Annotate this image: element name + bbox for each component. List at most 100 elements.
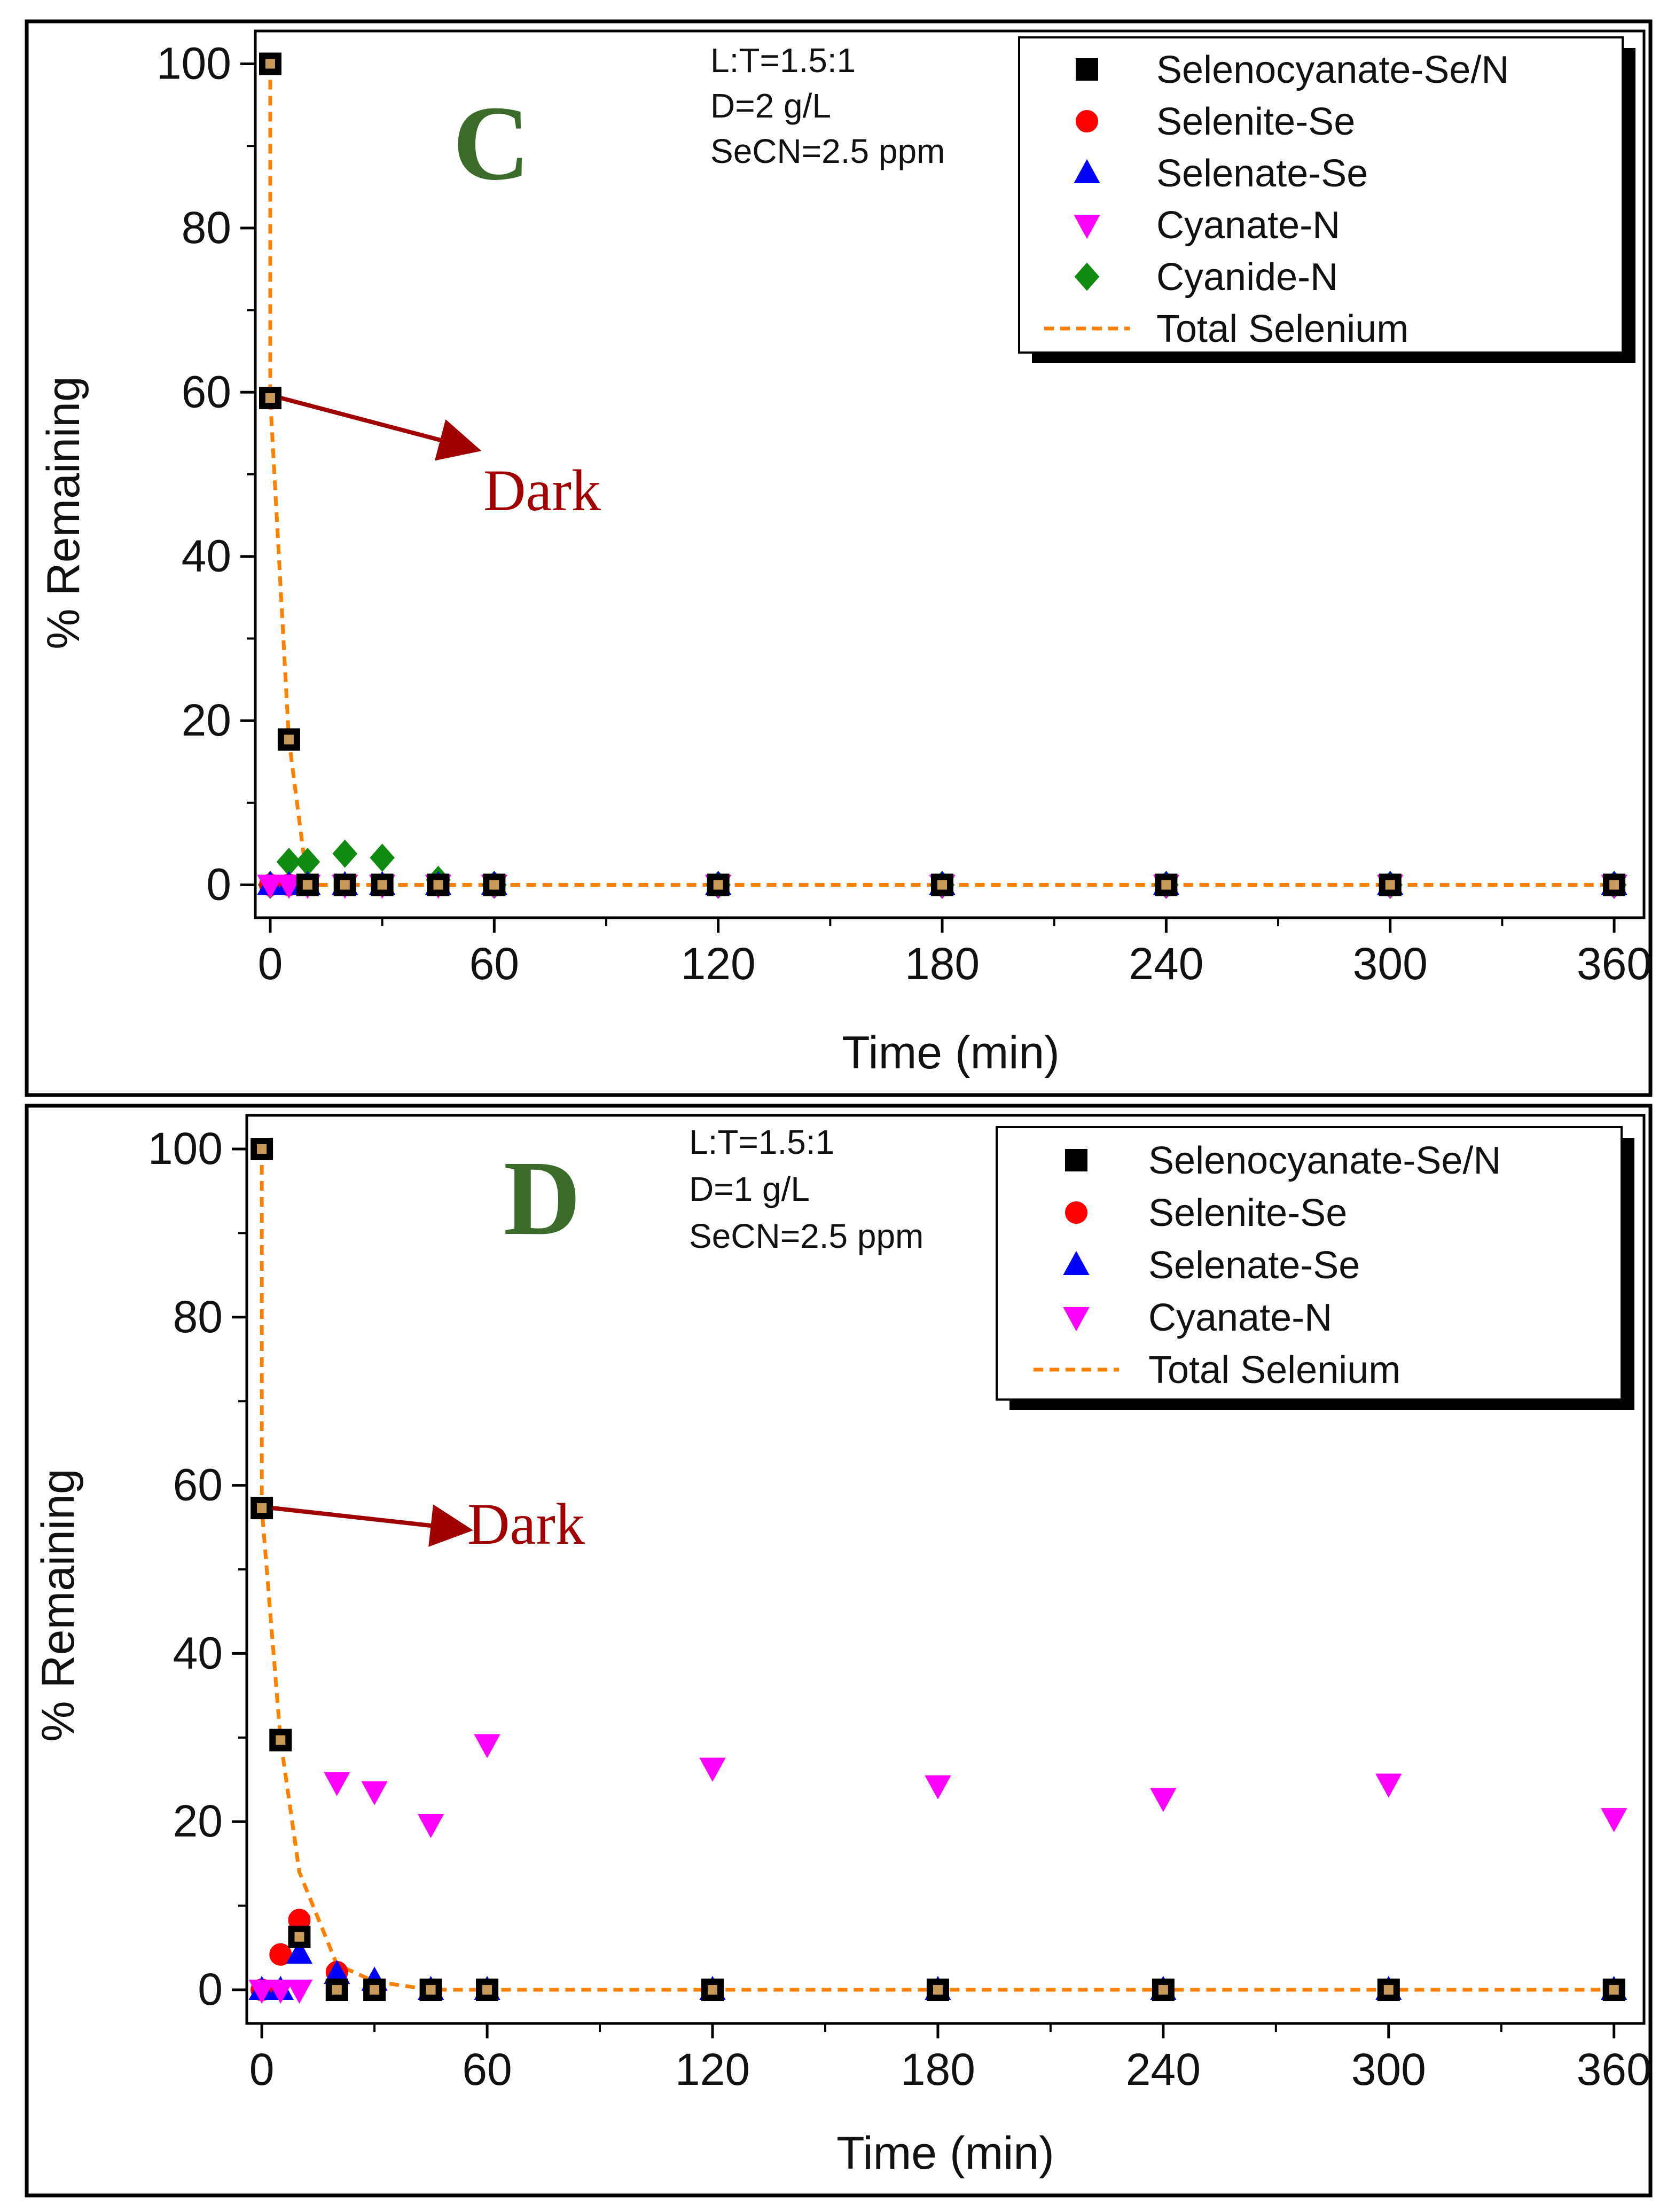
legend-symbol-cyanate-n — [1063, 1307, 1090, 1332]
point-cyanate-n — [1375, 1773, 1402, 1798]
legend-symbol-cyanate-n — [1074, 215, 1100, 239]
x-tick-label: 120 — [675, 2044, 750, 2094]
panel-c-legend-rows: Selenocyanate-Se/N Selenite-Se Selenate-… — [1156, 49, 1509, 350]
point-highlight — [284, 734, 294, 745]
point-highlight — [1609, 880, 1619, 890]
legend-symbol-cyanide-n — [1074, 262, 1100, 291]
panel-d-x-axis: 0 60 120 180 240 300 360 — [249, 2023, 1651, 2094]
legend-label-cyanate: Cyanate-N — [1156, 204, 1340, 247]
point-highlight — [708, 1985, 717, 1995]
point-cyanate-n — [1601, 1808, 1627, 1833]
point-highlight — [1158, 1985, 1168, 1995]
point-selenate-se — [286, 1940, 313, 1964]
panel-c-dark-arrow — [280, 396, 482, 461]
panel-c-legend-symbols — [1044, 58, 1130, 331]
legend-symbol-selenate-se — [1063, 1250, 1090, 1275]
legend-label-selenite: Selenite-Se — [1156, 100, 1355, 143]
y-tick-label: 60 — [182, 366, 231, 417]
point-cyanate-n — [474, 1734, 500, 1758]
y-tick-label: 40 — [173, 1628, 223, 1678]
panel-c-x-axis-label: Time (min) — [842, 1027, 1060, 1078]
point-highlight — [265, 393, 275, 403]
legend-label-cyanate: Cyanate-N — [1148, 1296, 1332, 1339]
panel-d-dark-arrow — [272, 1504, 474, 1547]
y-tick-label: 80 — [173, 1292, 223, 1342]
y-tick-label: 40 — [182, 531, 231, 581]
panel-c-x-axis: 0 60 120 180 240 300 360 — [258, 918, 1651, 989]
y-tick-label: 80 — [182, 202, 231, 253]
x-tick-label: 180 — [901, 2044, 975, 2094]
point-highlight — [489, 880, 499, 890]
point-selenocyanate-se-n — [288, 1925, 311, 1948]
x-tick-label: 60 — [462, 2044, 512, 2094]
point-highlight — [1383, 1985, 1394, 1995]
panel-d-y-axis: 0 20 40 60 80 100 — [148, 1123, 247, 2014]
point-highlight — [1161, 880, 1171, 890]
x-tick-label: 0 — [258, 939, 283, 989]
legend-label-selenate: Selenate-Se — [1156, 152, 1368, 195]
panel-c-letter: C — [453, 84, 530, 202]
legend-symbol-selenocyanate-se-n — [1076, 58, 1098, 81]
point-highlight — [265, 59, 275, 69]
point-highlight — [713, 880, 723, 890]
point-cyanate-n — [257, 874, 284, 899]
point-cyanate-n — [1150, 1788, 1177, 1812]
point-cyanate-n — [276, 874, 302, 899]
point-highlight — [257, 1144, 267, 1154]
panel-d-condition-dose: D=1 g/L — [689, 1170, 810, 1208]
point-highlight — [294, 1932, 304, 1942]
panel-d-dark-label: Dark — [467, 1491, 585, 1557]
y-tick-label: 20 — [173, 1796, 223, 1846]
legend-label-selenite: Selenite-Se — [1148, 1192, 1347, 1234]
point-highlight — [426, 1985, 436, 1995]
x-tick-label: 300 — [1353, 939, 1428, 989]
panel-c-y-axis-label: % Remaining — [38, 376, 89, 649]
y-tick-label: 100 — [156, 38, 231, 88]
panel-d-legend — [996, 1126, 1623, 1401]
point-cyanate-n — [324, 1772, 350, 1796]
point-selenite-se — [269, 1943, 292, 1966]
y-tick-label: 20 — [182, 695, 231, 745]
x-tick-label: 360 — [1577, 2044, 1651, 2094]
panel-c-y-axis: 0 20 40 60 80 100 — [156, 38, 255, 910]
x-tick-label: 360 — [1577, 939, 1651, 989]
x-tick-label: 300 — [1351, 2044, 1426, 2094]
point-highlight — [433, 880, 443, 890]
legend-symbol-selenocyanate-se-n — [1065, 1149, 1087, 1171]
x-tick-label: 240 — [1126, 2044, 1201, 2094]
y-tick-label: 0 — [206, 859, 231, 910]
x-tick-label: 60 — [469, 939, 519, 989]
x-tick-label: 120 — [681, 939, 756, 989]
point-cyanate-n — [361, 1781, 388, 1805]
point-highlight — [377, 880, 387, 890]
y-tick-label: 60 — [173, 1460, 223, 1510]
x-tick-label: 240 — [1129, 939, 1203, 989]
panel-d-conditions: L:T=1.5:1 D=1 g/L SeCN=2.5 ppm — [689, 1123, 923, 1255]
point-cyanate-n — [417, 1814, 444, 1839]
x-tick-label: 180 — [905, 939, 980, 989]
y-tick-label: 100 — [148, 1123, 223, 1174]
panel-d-legend-rows: Selenocyanate-Se/N Selenite-Se Selenate-… — [1148, 1139, 1501, 1392]
point-highlight — [340, 880, 350, 890]
panel-d-markers — [248, 1137, 1627, 2004]
panel-c-markers — [257, 52, 1627, 900]
panel-d: 0 60 120 180 240 300 360 0 20 40 60 80 100 Time (mi… — [25, 1104, 1653, 2198]
panel-d-condition-secn: SeCN=2.5 ppm — [689, 1217, 923, 1255]
panel-d-letter: D — [504, 1139, 581, 1257]
legend-label-total: Total Selenium — [1148, 1349, 1400, 1392]
point-highlight — [933, 1985, 943, 1995]
panel-d-x-axis-label: Time (min) — [836, 2128, 1054, 2179]
point-cyanate-n — [286, 1980, 313, 2004]
point-highlight — [276, 1735, 286, 1745]
panel-d-condition-ratio: L:T=1.5:1 — [689, 1123, 834, 1161]
point-highlight — [332, 1985, 342, 1995]
legend-label-total: Total Selenium — [1156, 308, 1408, 350]
panel-d-legend-symbols — [1034, 1149, 1119, 1372]
point-cyanate-n — [699, 1757, 726, 1782]
point-cyanate-n — [248, 1980, 275, 2004]
point-selenocyanate-se-n — [419, 1979, 442, 2002]
point-cyanide-n — [332, 839, 358, 868]
point-highlight — [257, 1503, 267, 1513]
legend-symbol-selenate-se — [1074, 159, 1100, 183]
